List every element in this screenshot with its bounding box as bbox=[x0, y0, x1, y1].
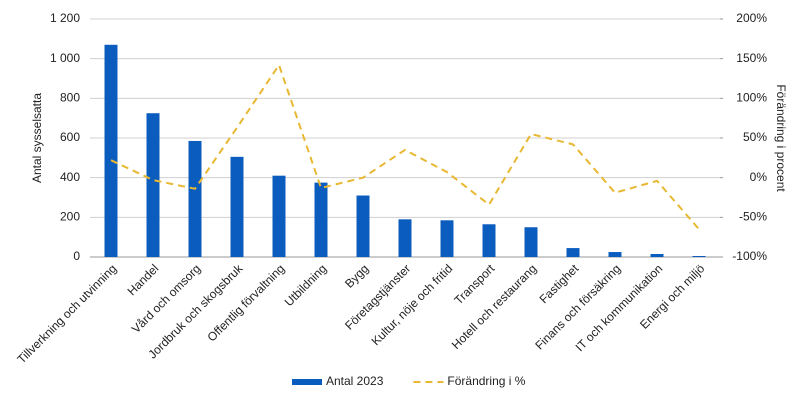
bar bbox=[608, 252, 622, 257]
x-tick-label: Hotell och restaurang bbox=[449, 261, 540, 352]
x-tick-label: Utbildning bbox=[282, 261, 330, 309]
bar bbox=[314, 182, 328, 257]
bar bbox=[188, 140, 202, 257]
y-tick-label: 400 bbox=[60, 170, 80, 184]
bar bbox=[356, 195, 370, 257]
y-tick-label: 1 000 bbox=[50, 51, 80, 65]
bar bbox=[524, 227, 538, 257]
x-tick-label: Kultur, nöje och fritid bbox=[369, 261, 456, 348]
y-tick-label: 800 bbox=[60, 91, 80, 105]
y2-tick-label: 50% bbox=[743, 130, 767, 144]
legend-swatch bbox=[292, 379, 322, 385]
y-axis-title: Antal sysselsatta bbox=[30, 93, 44, 183]
y2-tick-label: 0% bbox=[750, 170, 768, 184]
legend-label: Antal 2023 bbox=[326, 374, 384, 388]
y2-tick-label: -50% bbox=[739, 210, 767, 224]
x-tick-label: Offentlig förvaltning bbox=[205, 261, 288, 344]
x-tick-label: Bygg bbox=[342, 261, 371, 290]
bar bbox=[146, 113, 160, 257]
bar bbox=[398, 219, 412, 257]
y-tick-label: 0 bbox=[73, 249, 80, 263]
bar bbox=[566, 248, 580, 257]
y2-tick-label: 100% bbox=[736, 91, 767, 105]
x-tick-label: Handel bbox=[125, 261, 162, 298]
y2-tick-label: 200% bbox=[736, 11, 767, 25]
y-tick-label: 600 bbox=[60, 130, 80, 144]
y2-axis-title: Förändring i procent bbox=[774, 84, 788, 192]
line bbox=[110, 62, 700, 230]
bar bbox=[230, 156, 244, 257]
legend-label: Förändring i % bbox=[447, 374, 525, 388]
bar bbox=[482, 224, 496, 257]
y-tick-label: 1 200 bbox=[50, 11, 80, 25]
bar bbox=[104, 44, 118, 258]
bar bbox=[440, 220, 454, 257]
bar bbox=[692, 256, 706, 257]
y2-tick-label: 150% bbox=[736, 51, 767, 65]
x-tick-label: Tillverkning och utvinning bbox=[15, 261, 120, 366]
bar bbox=[650, 254, 664, 257]
y2-tick-label: -100% bbox=[732, 249, 767, 263]
y-tick-label: 200 bbox=[60, 210, 80, 224]
bar bbox=[272, 175, 286, 257]
